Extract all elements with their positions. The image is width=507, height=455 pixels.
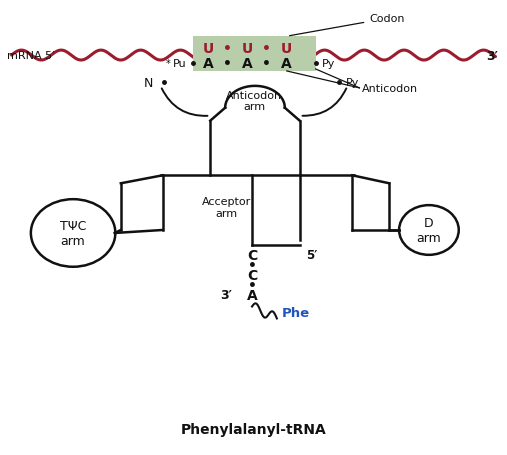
Text: •: • <box>223 57 232 71</box>
Text: D
arm: D arm <box>417 217 441 244</box>
Text: A: A <box>203 57 213 71</box>
Text: A: A <box>242 57 252 71</box>
Text: 3′: 3′ <box>487 50 498 62</box>
Text: A: A <box>281 57 292 71</box>
FancyArrowPatch shape <box>162 89 207 116</box>
Text: Anticodon
arm: Anticodon arm <box>226 91 282 112</box>
Text: TΨC
arm: TΨC arm <box>60 219 86 248</box>
Text: A: A <box>246 288 258 302</box>
Text: Py: Py <box>321 59 335 69</box>
Text: N: N <box>144 77 153 90</box>
Text: •: • <box>263 57 271 71</box>
Text: Phe: Phe <box>282 306 310 319</box>
Text: Acceptor
arm: Acceptor arm <box>202 197 251 218</box>
FancyArrowPatch shape <box>303 89 346 116</box>
Text: U: U <box>203 42 214 56</box>
Text: Pu: Pu <box>172 59 186 69</box>
Text: •: • <box>247 278 257 292</box>
FancyBboxPatch shape <box>193 37 316 72</box>
Text: •: • <box>247 258 257 272</box>
Text: Py: Py <box>345 78 359 88</box>
Text: C: C <box>247 248 257 262</box>
Text: *: * <box>166 59 170 69</box>
Text: •: • <box>263 42 271 56</box>
Text: Anticodon: Anticodon <box>363 84 418 94</box>
Text: C: C <box>247 268 257 282</box>
Text: •: • <box>223 42 232 56</box>
Text: mRNA 5′: mRNA 5′ <box>7 51 54 61</box>
Text: U: U <box>241 42 252 56</box>
Text: Phenylalanyl-tRNA: Phenylalanyl-tRNA <box>181 422 327 436</box>
Text: 5′: 5′ <box>306 248 317 261</box>
Text: U: U <box>281 42 293 56</box>
Text: Codon: Codon <box>289 14 405 36</box>
Text: 3′: 3′ <box>220 288 232 301</box>
